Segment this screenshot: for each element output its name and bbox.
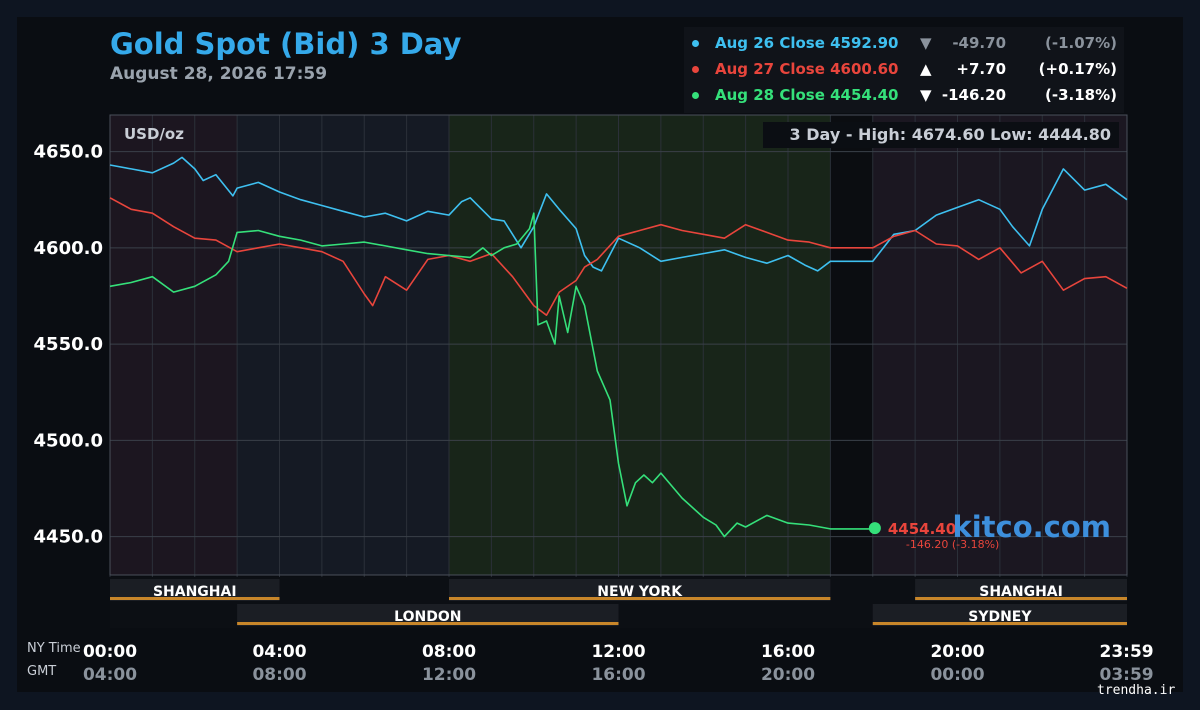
- session-bar: [237, 622, 619, 625]
- session-label: NEW YORK: [597, 584, 683, 600]
- last-price-marker: [868, 522, 881, 535]
- session-bar: [915, 597, 1127, 600]
- range-text: 3 Day - High: 4674.60 Low: 4444.80: [790, 125, 1111, 144]
- y-tick-label: 4650.0: [34, 142, 103, 163]
- session-block: [110, 579, 280, 601]
- legend-pct: (-1.07%): [1045, 34, 1117, 52]
- session-label: SYDNEY: [968, 609, 1032, 625]
- x-tick-label-ny: 08:00: [422, 642, 476, 662]
- session-block: [449, 579, 831, 601]
- last-price-change: -146.20 (-3.18%): [906, 538, 999, 551]
- session-label: SHANGHAI: [153, 584, 237, 600]
- x-tick-label-gmt: 08:00: [252, 665, 306, 685]
- legend-label: Aug 26 Close 4592.90: [715, 34, 899, 52]
- legend-change: +7.70: [956, 60, 1006, 78]
- range-box: [763, 122, 1119, 148]
- up-arrow-icon: ▲: [920, 60, 932, 78]
- session-bar: [110, 597, 280, 600]
- watermark: trendha.ir: [1097, 683, 1176, 698]
- x-tick-label-ny: 16:00: [761, 642, 815, 662]
- trading-period-band: [110, 115, 238, 575]
- x-tick-label-ny: 00:00: [83, 642, 137, 662]
- series-line-aug-28: [109, 212, 876, 538]
- ny-time-axis-label: NY Time: [27, 641, 81, 656]
- legend-label: Aug 27 Close 4600.60: [715, 60, 899, 78]
- down-arrow-icon: ▼: [920, 86, 932, 104]
- session-label: SHANGHAI: [979, 584, 1063, 600]
- x-tick-label-gmt: 00:00: [930, 665, 984, 685]
- session-block: [915, 579, 1127, 601]
- legend-dot-icon: [692, 92, 699, 99]
- chart-title: Gold Spot (Bid) 3 Day: [110, 27, 462, 61]
- y-tick-label: 4550.0: [34, 334, 103, 355]
- series-line-aug-26: [109, 156, 1128, 272]
- y-tick-label: 4500.0: [34, 430, 103, 451]
- gmt-axis-label: GMT: [27, 664, 56, 679]
- legend: Aug 26 Close 4592.90 ▼ -49.70 (-1.07%) A…: [684, 27, 1124, 113]
- legend-label: Aug 28 Close 4454.40: [715, 86, 899, 104]
- trading-period-band: [237, 115, 449, 575]
- y-tick-label: 4450.0: [34, 527, 103, 548]
- x-tick-label-ny: 04:00: [252, 642, 306, 662]
- kitco-logo: kitco.com: [952, 510, 1111, 544]
- x-tick-label-gmt: 04:00: [83, 665, 137, 685]
- legend-dot-icon: [692, 40, 699, 47]
- x-tick-label-ny: 23:59: [1100, 642, 1154, 662]
- session-block: [872, 604, 1127, 626]
- plot-border: [109, 114, 1128, 576]
- session-bar: [449, 597, 831, 600]
- legend-dot-icon: [692, 66, 699, 73]
- session-label: LONDON: [394, 609, 461, 625]
- legend-pct: (+0.17%): [1038, 60, 1117, 78]
- last-price-label: 4454.40: [888, 520, 956, 538]
- trading-period-band: [830, 115, 873, 575]
- x-tick-label-gmt: 03:59: [1100, 665, 1154, 685]
- legend-pct: (-3.18%): [1045, 86, 1117, 104]
- x-tick-label-gmt: 16:00: [591, 665, 645, 685]
- unit-label: USD/oz: [124, 125, 184, 143]
- x-tick-label-ny: 20:00: [930, 642, 984, 662]
- x-tick-label-gmt: 20:00: [761, 665, 815, 685]
- x-tick-label-gmt: 12:00: [422, 665, 476, 685]
- chart-subtitle: August 28, 2026 17:59: [110, 64, 328, 84]
- series-line-aug-27: [109, 197, 1128, 317]
- down-arrow-icon: ▼: [920, 34, 932, 52]
- legend-change: -146.20: [941, 86, 1006, 104]
- session-bar: [872, 622, 1127, 625]
- trading-period-band: [449, 115, 831, 575]
- session-block: [237, 604, 619, 626]
- x-tick-label-ny: 12:00: [591, 642, 645, 662]
- y-tick-label: 4600.0: [34, 238, 103, 259]
- legend-change: -49.70: [952, 34, 1006, 52]
